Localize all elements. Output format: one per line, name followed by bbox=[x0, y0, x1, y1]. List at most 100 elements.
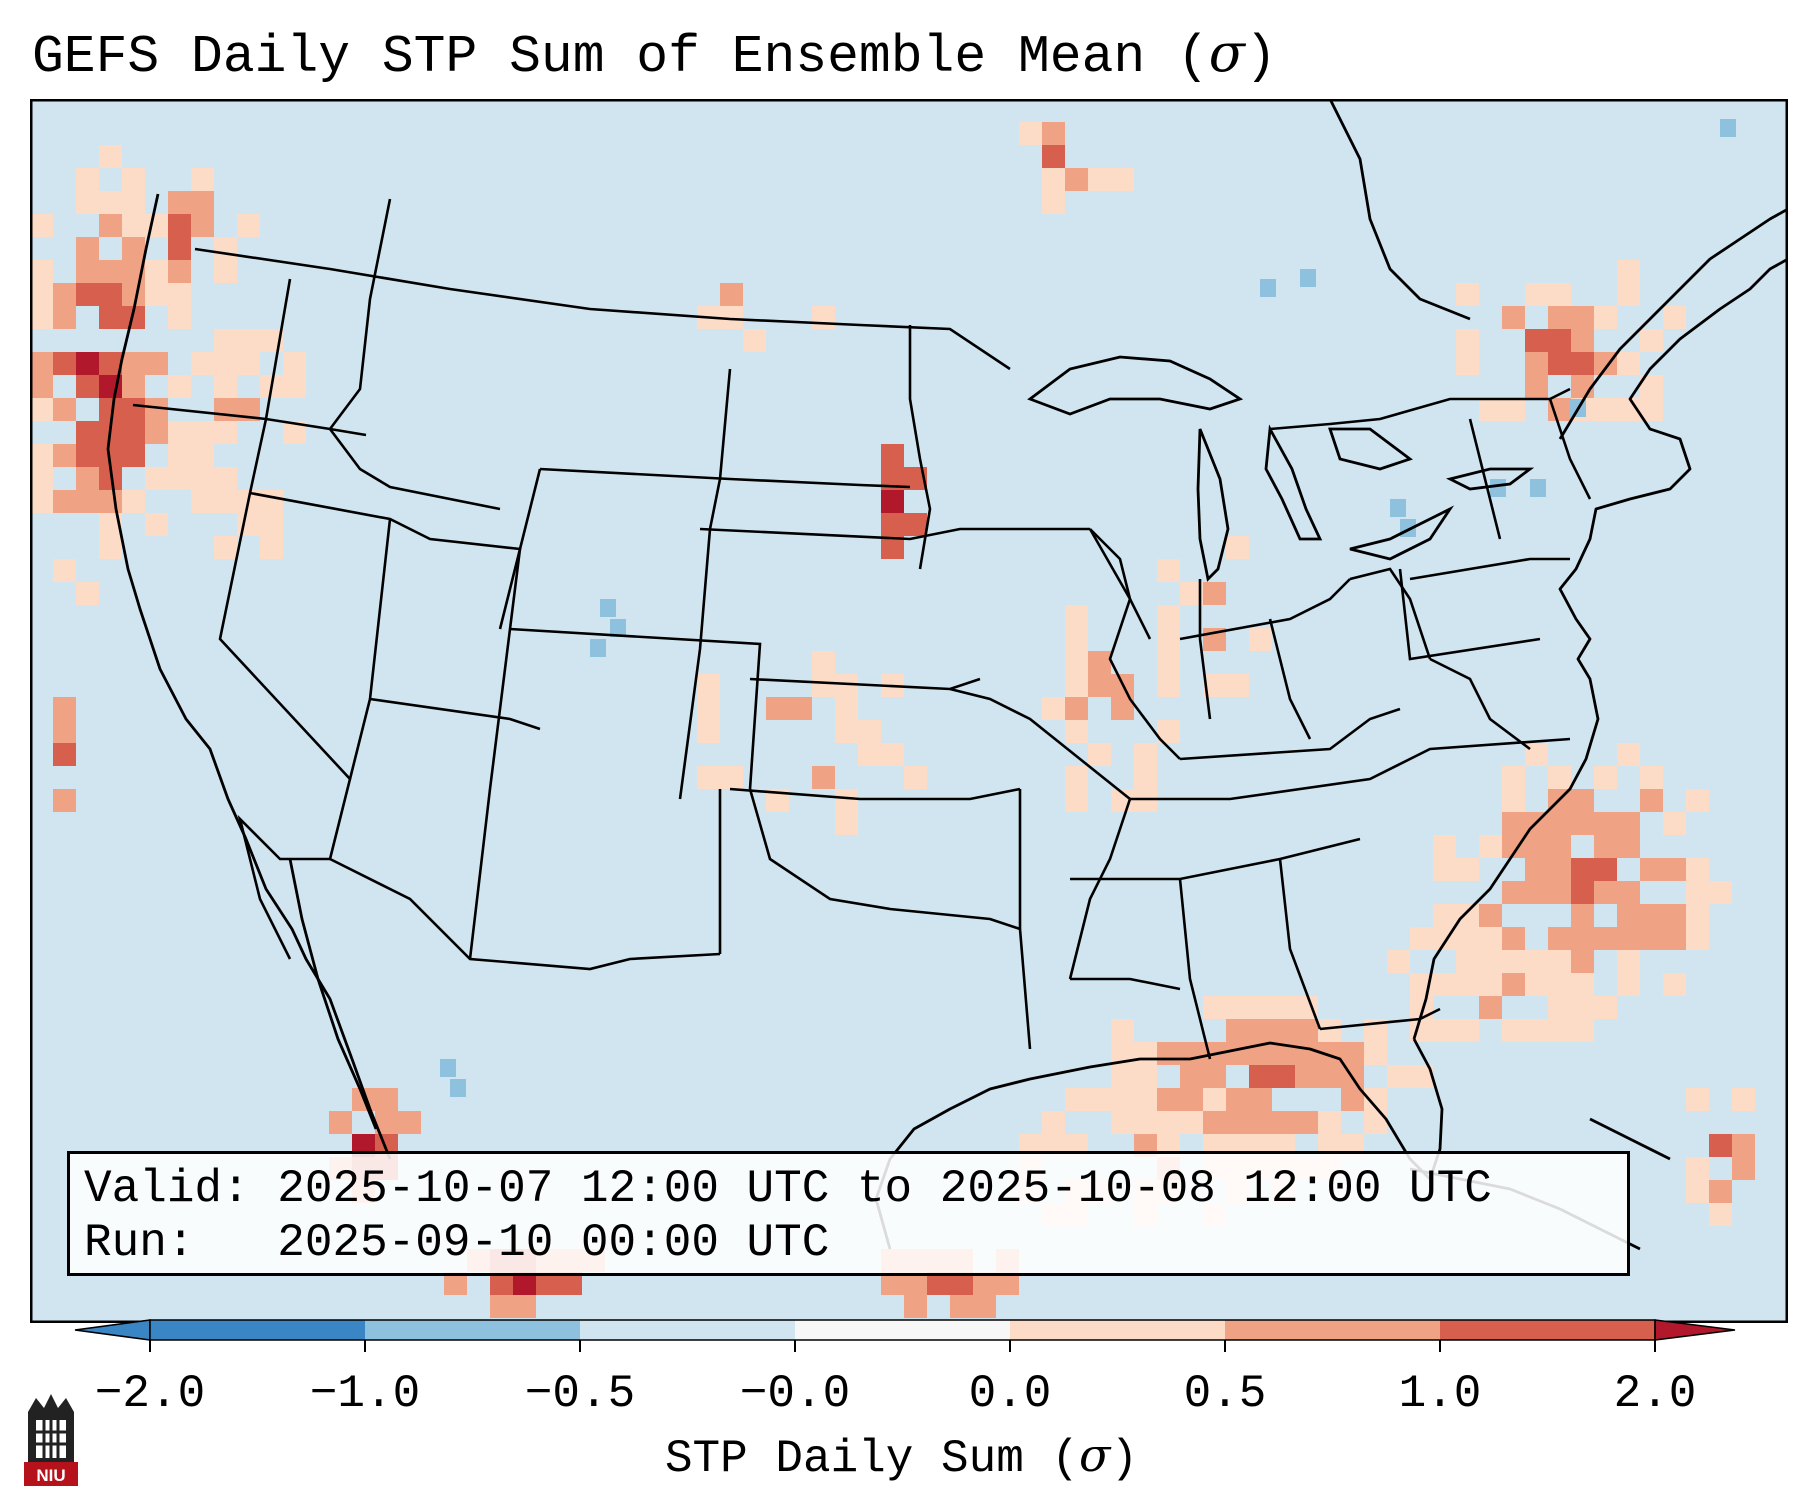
anomaly-cell bbox=[1226, 996, 1249, 1019]
anomaly-cell bbox=[1134, 789, 1157, 812]
anomaly-cell bbox=[1617, 927, 1640, 950]
anomaly-cell bbox=[1502, 812, 1525, 835]
anomaly-cell bbox=[1065, 674, 1088, 697]
anomaly-cell bbox=[214, 467, 237, 490]
anomaly-cell bbox=[1548, 996, 1571, 1019]
anomaly-cell bbox=[214, 237, 237, 260]
anomaly-cell bbox=[1065, 168, 1088, 191]
anomaly-cell bbox=[1249, 1019, 1272, 1042]
anomaly-cell bbox=[1203, 582, 1226, 605]
anomaly-cell bbox=[1525, 950, 1548, 973]
anomaly-cell-negative bbox=[450, 1079, 466, 1097]
anomaly-cell bbox=[1042, 145, 1065, 168]
anomaly-cell-negative bbox=[1530, 479, 1546, 497]
anomaly-cell bbox=[1249, 1088, 1272, 1111]
anomaly-cell bbox=[145, 421, 168, 444]
anomaly-cell bbox=[1663, 973, 1686, 996]
colorbar-segment bbox=[795, 1320, 1010, 1340]
anomaly-cell bbox=[214, 421, 237, 444]
anomaly-cell bbox=[1686, 927, 1709, 950]
anomaly-cell bbox=[1525, 858, 1548, 881]
colorbar-extend-high bbox=[1654, 1319, 1736, 1341]
anomaly-cell bbox=[1295, 1065, 1318, 1088]
anomaly-cell bbox=[53, 306, 76, 329]
anomaly-cell bbox=[76, 421, 99, 444]
anomaly-cell bbox=[1640, 927, 1663, 950]
anomaly-cell bbox=[122, 283, 145, 306]
anomaly-cell bbox=[858, 720, 881, 743]
anomaly-cell bbox=[30, 260, 53, 283]
anomaly-cell bbox=[76, 490, 99, 513]
anomaly-cell bbox=[1456, 329, 1479, 352]
anomaly-cell bbox=[76, 283, 99, 306]
anomaly-cell bbox=[1502, 306, 1525, 329]
anomaly-cell bbox=[513, 1295, 536, 1318]
anomaly-cell bbox=[1663, 904, 1686, 927]
anomaly-cell bbox=[1686, 858, 1709, 881]
anomaly-cell bbox=[1157, 720, 1180, 743]
anomaly-cell bbox=[1272, 1019, 1295, 1042]
anomaly-cell bbox=[191, 421, 214, 444]
anomaly-cell bbox=[1203, 674, 1226, 697]
anomaly-cell bbox=[53, 283, 76, 306]
anomaly-cell bbox=[904, 1295, 927, 1318]
anomaly-cell bbox=[145, 352, 168, 375]
anomaly-cell bbox=[99, 398, 122, 421]
anomaly-cell bbox=[1617, 260, 1640, 283]
anomaly-cell bbox=[53, 490, 76, 513]
anomaly-cell bbox=[122, 490, 145, 513]
anomaly-cell bbox=[1640, 858, 1663, 881]
anomaly-cell bbox=[1548, 973, 1571, 996]
anomaly-cell bbox=[260, 490, 283, 513]
anomaly-cell bbox=[1042, 191, 1065, 214]
anomaly-cell bbox=[927, 1272, 950, 1295]
anomaly-cell bbox=[99, 145, 122, 168]
anomaly-cell bbox=[122, 306, 145, 329]
anomaly-cell bbox=[260, 536, 283, 559]
anomaly-cell bbox=[1272, 1111, 1295, 1134]
anomaly-cell bbox=[168, 283, 191, 306]
anomaly-cell bbox=[1180, 582, 1203, 605]
anomaly-cell bbox=[1134, 766, 1157, 789]
anomaly-cell bbox=[1640, 398, 1663, 421]
colorbar-segment bbox=[150, 1320, 365, 1340]
anomaly-cell bbox=[168, 306, 191, 329]
anomaly-cell bbox=[1709, 881, 1732, 904]
anomaly-cell bbox=[30, 306, 53, 329]
anomaly-cell bbox=[1111, 1065, 1134, 1088]
anomaly-cell bbox=[99, 214, 122, 237]
anomaly-cell bbox=[858, 743, 881, 766]
anomaly-cell bbox=[1548, 398, 1571, 421]
colorbar-segment bbox=[1440, 1320, 1655, 1340]
anomaly-cell bbox=[1571, 904, 1594, 927]
anomaly-cell bbox=[1249, 1042, 1272, 1065]
colorbar-label-sigma: σ bbox=[1079, 1428, 1111, 1482]
anomaly-cell bbox=[1272, 1042, 1295, 1065]
anomaly-cell bbox=[835, 674, 858, 697]
anomaly-cell bbox=[1594, 812, 1617, 835]
anomaly-cell bbox=[1134, 1065, 1157, 1088]
anomaly-cell bbox=[1594, 352, 1617, 375]
anomaly-cell bbox=[904, 1272, 927, 1295]
anomaly-cell bbox=[76, 260, 99, 283]
anomaly-cell bbox=[122, 421, 145, 444]
colorbar-segment bbox=[1010, 1320, 1225, 1340]
anomaly-cell bbox=[53, 352, 76, 375]
anomaly-cell bbox=[191, 191, 214, 214]
anomaly-cell bbox=[76, 582, 99, 605]
anomaly-cell bbox=[237, 329, 260, 352]
anomaly-cell bbox=[1663, 858, 1686, 881]
anomaly-cell bbox=[444, 1272, 467, 1295]
anomaly-cell bbox=[1387, 1065, 1410, 1088]
anomaly-cell bbox=[237, 513, 260, 536]
anomaly-cell bbox=[329, 1111, 352, 1134]
anomaly-cell bbox=[1594, 881, 1617, 904]
anomaly-cell bbox=[53, 697, 76, 720]
anomaly-cell bbox=[513, 1272, 536, 1295]
anomaly-cell bbox=[145, 260, 168, 283]
anomaly-cell bbox=[1732, 1157, 1755, 1180]
anomaly-cell bbox=[1548, 950, 1571, 973]
anomaly-cell bbox=[1456, 283, 1479, 306]
anomaly-cell bbox=[1548, 766, 1571, 789]
colorbar-tick-label: −2.0 bbox=[94, 1368, 206, 1420]
